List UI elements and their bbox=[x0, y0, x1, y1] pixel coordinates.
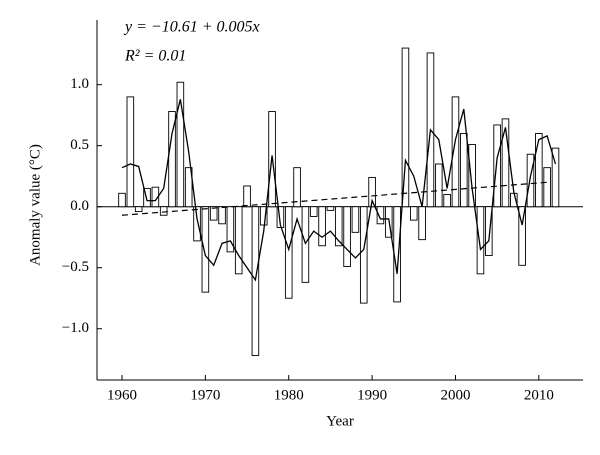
bar bbox=[309, 206, 318, 217]
bar bbox=[460, 133, 468, 208]
bar bbox=[493, 124, 501, 208]
x-axis-label: Year bbox=[326, 413, 354, 429]
x-tick-label: 1990 bbox=[357, 387, 387, 403]
bar bbox=[218, 206, 226, 225]
x-tick-label: 1970 bbox=[190, 387, 220, 403]
bar bbox=[451, 96, 460, 208]
x-tick-label: 2000 bbox=[440, 387, 470, 403]
bar bbox=[159, 206, 168, 216]
bar bbox=[243, 185, 251, 208]
bar bbox=[251, 206, 260, 357]
bar bbox=[143, 187, 151, 208]
y-tick-label: −0.5 bbox=[62, 259, 89, 275]
bar bbox=[351, 206, 360, 233]
bar bbox=[543, 167, 551, 208]
bar bbox=[226, 206, 235, 253]
y-tick-label: 1.0 bbox=[70, 76, 89, 92]
bar bbox=[343, 206, 351, 267]
bar bbox=[126, 96, 135, 208]
r-squared: R² = 0.01 bbox=[124, 48, 186, 65]
x-tick-label: 1980 bbox=[274, 387, 304, 403]
bar bbox=[318, 206, 326, 247]
y-tick-label: 0.5 bbox=[70, 137, 89, 153]
bar bbox=[485, 206, 493, 256]
bar bbox=[501, 118, 510, 208]
smoothed-line bbox=[121, 99, 557, 282]
bar bbox=[176, 81, 185, 208]
bar bbox=[401, 47, 410, 208]
bar bbox=[409, 206, 418, 221]
bar bbox=[334, 206, 343, 247]
bar bbox=[326, 206, 335, 211]
bar bbox=[201, 206, 210, 293]
x-tick-label: 2010 bbox=[524, 387, 554, 403]
bar bbox=[434, 163, 443, 208]
y-tick-label: −1.0 bbox=[62, 320, 89, 336]
bar bbox=[293, 167, 301, 208]
y-axis-label: Anomaly value (°C) bbox=[27, 144, 43, 266]
bar bbox=[193, 206, 201, 242]
bar bbox=[234, 206, 243, 275]
bar bbox=[151, 186, 160, 208]
bar bbox=[284, 206, 293, 299]
x-tick-label: 1960 bbox=[107, 387, 137, 403]
bar bbox=[476, 206, 485, 275]
bar bbox=[118, 192, 126, 208]
equation: y = −10.61 + 0.005x bbox=[123, 19, 260, 36]
bar bbox=[259, 206, 268, 226]
bar bbox=[184, 167, 193, 208]
bar bbox=[526, 153, 535, 208]
bar bbox=[359, 206, 368, 304]
bar bbox=[301, 206, 310, 283]
bar bbox=[418, 206, 426, 241]
bar bbox=[468, 144, 476, 208]
bar bbox=[551, 147, 560, 208]
bar bbox=[276, 206, 285, 228]
bar bbox=[368, 176, 376, 208]
bar bbox=[134, 206, 143, 213]
bar bbox=[376, 206, 385, 225]
y-tick-label: 0.0 bbox=[70, 198, 89, 214]
bar bbox=[535, 133, 543, 208]
bar bbox=[518, 206, 526, 266]
bar bbox=[443, 194, 451, 208]
bar bbox=[209, 206, 218, 221]
trend-line bbox=[121, 181, 548, 216]
